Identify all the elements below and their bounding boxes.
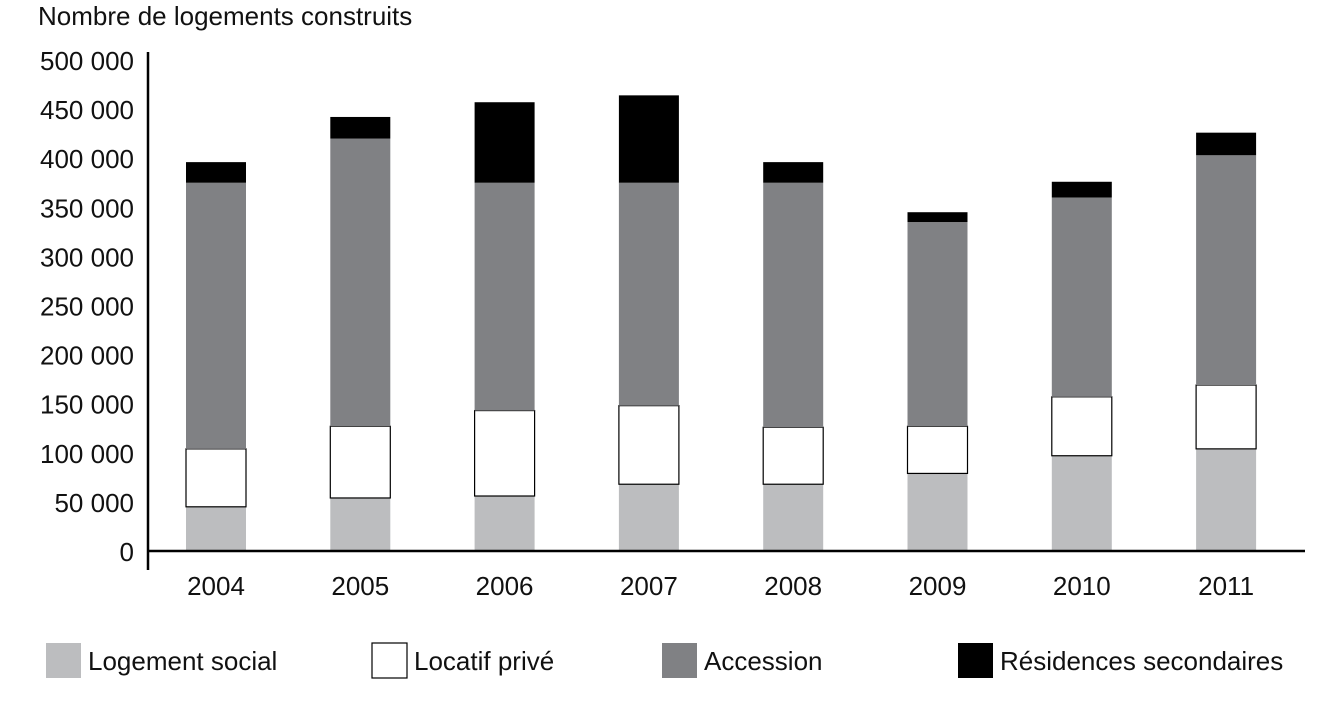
- bar-r-sidences-secondaires-2008: [763, 162, 824, 183]
- bar-logement-social-2009: [907, 473, 968, 551]
- bar-locatif-priv--2011: [1195, 384, 1257, 450]
- y-tick-label: 500 000: [40, 46, 134, 76]
- y-tick-label: 150 000: [40, 390, 134, 420]
- x-tick-label: 2005: [331, 571, 389, 601]
- x-tick-label: 2006: [476, 571, 534, 601]
- legend-swatch: [371, 642, 408, 679]
- bar-locatif-priv--2008: [762, 426, 824, 485]
- legend-swatch: [662, 643, 697, 678]
- bar-accession-2006: [474, 182, 535, 411]
- bar-r-sidences-secondaires-2005: [330, 116, 391, 139]
- bar-logement-social-2008: [763, 484, 824, 551]
- y-tick-label: 250 000: [40, 292, 134, 322]
- bar-accession-2004: [186, 182, 246, 449]
- bar-logement-social-2005: [330, 497, 391, 551]
- bar-locatif-priv--2006: [474, 409, 536, 497]
- bar-r-sidences-secondaires-2006: [474, 102, 535, 183]
- legend-swatch: [958, 643, 993, 678]
- y-tick-label: 200 000: [40, 341, 134, 371]
- bar-accession-2007: [618, 182, 679, 406]
- bar-locatif-priv--2005: [329, 425, 391, 499]
- bar-locatif-priv--2009: [906, 425, 969, 475]
- x-tick-label: 2007: [620, 571, 678, 601]
- bar-r-sidences-secondaires-2011: [1196, 132, 1257, 156]
- bar-accession-2008: [763, 182, 824, 428]
- y-tick-label: 100 000: [40, 439, 134, 469]
- bar-logement-social-2011: [1196, 448, 1257, 551]
- bar-accession-2009: [907, 222, 968, 427]
- y-tick-label: 450 000: [40, 95, 134, 125]
- bar-r-sidences-secondaires-2010: [1051, 181, 1112, 198]
- bar-r-sidences-secondaires-2007: [618, 95, 679, 183]
- x-tick-label: 2011: [1198, 571, 1254, 601]
- y-tick-label: 0: [120, 537, 134, 567]
- legend-label: Locatif privé: [414, 646, 554, 676]
- legend-swatch: [46, 643, 81, 678]
- x-tick-label: 2008: [764, 571, 822, 601]
- bar-logement-social-2010: [1051, 455, 1112, 551]
- bar-logement-social-2006: [474, 496, 535, 551]
- y-tick-label: 300 000: [40, 242, 134, 272]
- y-tick-label: 400 000: [40, 144, 134, 174]
- bar-accession-2010: [1051, 197, 1112, 397]
- bar-accession-2011: [1196, 155, 1257, 386]
- y-tick-label: 350 000: [40, 193, 134, 223]
- bar-locatif-priv--2010: [1051, 396, 1113, 457]
- y-axis-title: Nombre de logements construits: [38, 1, 412, 31]
- bar-r-sidences-secondaires-2009: [907, 212, 968, 223]
- bar-logement-social-2007: [618, 484, 679, 551]
- bar-locatif-priv--2007: [618, 405, 680, 485]
- bar-r-sidences-secondaires-2004: [186, 162, 246, 183]
- legend-label: Résidences secondaires: [1000, 646, 1283, 676]
- legend-label: Logement social: [88, 646, 277, 676]
- x-tick-label: 2004: [187, 571, 245, 601]
- x-tick-label: 2010: [1053, 571, 1111, 601]
- bar-locatif-priv--2004: [185, 448, 247, 508]
- bar-accession-2005: [330, 138, 391, 427]
- bar-logement-social-2004: [186, 506, 246, 551]
- legend-label: Accession: [704, 646, 823, 676]
- x-tick-label: 2009: [909, 571, 967, 601]
- y-tick-label: 50 000: [54, 488, 134, 518]
